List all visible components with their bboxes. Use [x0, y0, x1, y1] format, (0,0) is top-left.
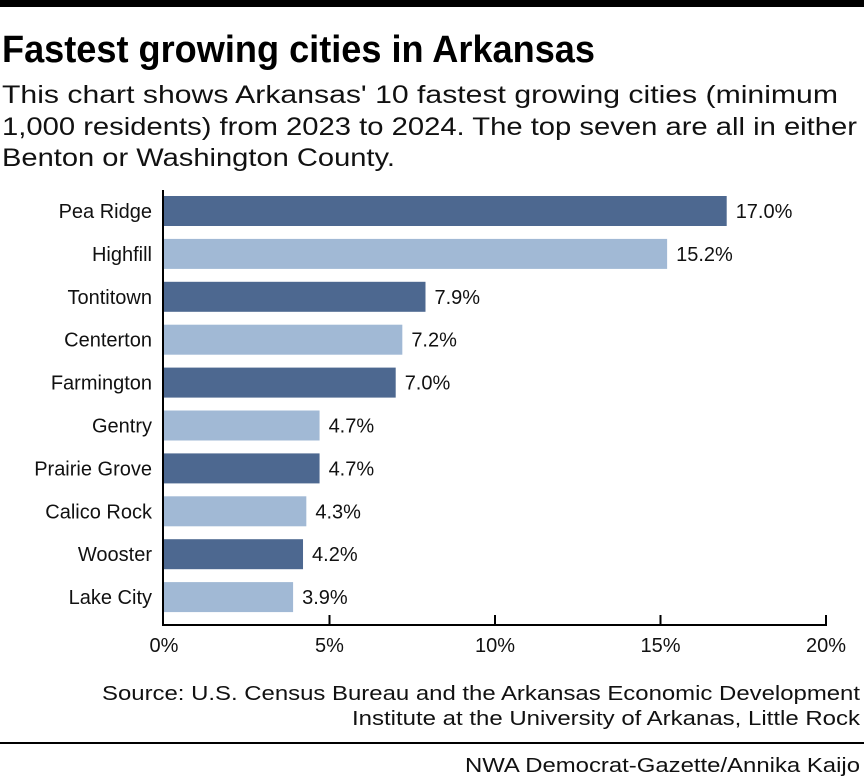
x-axis: 0% 5% 10% 15% 20%	[150, 190, 846, 657]
subtitle-line-1: This chart shows Arkansas' 10 fastest gr…	[2, 81, 838, 109]
source-line-1: Source: U.S. Census Bureau and the Arkan…	[102, 683, 861, 705]
value-label: 4.2%	[312, 544, 358, 566]
category-label: Calico Rock	[45, 501, 153, 523]
source-line-2: Institute at the University of Arkanas, …	[352, 708, 861, 730]
subtitle-line-2: 1,000 residents) from 2023 to 2024. The …	[2, 113, 857, 141]
category-label: Lake City	[69, 587, 152, 609]
bottom-rule	[0, 742, 864, 744]
value-label: 15.2%	[676, 244, 733, 266]
value-label: 7.0%	[405, 373, 451, 395]
bar	[164, 410, 320, 441]
category-label: Wooster	[78, 544, 152, 566]
value-label: 17.0%	[736, 201, 793, 223]
x-tick-label: 5%	[315, 635, 344, 657]
bars-group: Pea Ridge 17.0% Highfill 15.2% Tontitown 7.9%…	[34, 196, 793, 613]
subtitle-line-3: Benton or Washington County.	[2, 144, 395, 172]
x-tick-label: 10%	[475, 635, 515, 657]
x-tick-label: 20%	[806, 635, 846, 657]
bar	[164, 453, 320, 484]
x-tick-label: 0%	[150, 635, 179, 657]
category-label: Pea Ridge	[59, 201, 152, 223]
bar	[164, 238, 668, 269]
bar	[164, 582, 294, 613]
bar	[164, 196, 727, 226]
value-label: 7.2%	[411, 330, 457, 352]
value-label: 3.9%	[302, 587, 348, 609]
category-label: Prairie Grove	[34, 458, 152, 480]
value-label: 4.7%	[329, 458, 375, 480]
category-label: Gentry	[92, 416, 152, 438]
bar	[164, 367, 396, 398]
category-label: Highfill	[92, 244, 152, 266]
bar	[164, 539, 304, 570]
category-label: Farmington	[51, 373, 152, 395]
bar	[164, 281, 426, 312]
value-label: 4.7%	[329, 416, 375, 438]
top-rule	[0, 0, 864, 7]
category-label: Tontitown	[68, 287, 153, 309]
bar	[164, 496, 307, 527]
bar	[164, 324, 403, 355]
credit: NWA Democrat-Gazette/Annika Kaijo	[465, 755, 860, 777]
category-label: Centerton	[64, 330, 152, 352]
value-label: 4.3%	[315, 501, 361, 523]
value-label: 7.9%	[434, 287, 480, 309]
chart-title: Fastest growing cities in Arkansas	[2, 29, 595, 71]
x-tick-label: 15%	[640, 635, 680, 657]
